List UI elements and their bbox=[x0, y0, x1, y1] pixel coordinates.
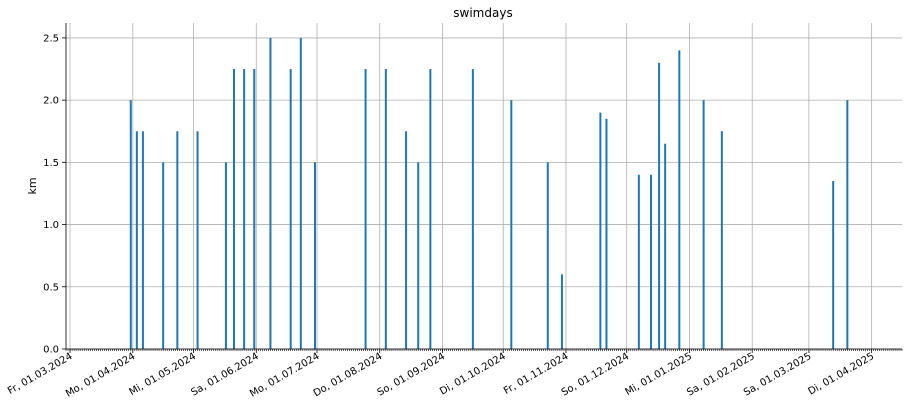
bar bbox=[176, 131, 179, 349]
x-tick-label: Mi, 01.05.2024 bbox=[128, 351, 198, 398]
bar bbox=[417, 162, 420, 349]
bar bbox=[269, 37, 272, 349]
bar bbox=[364, 69, 367, 349]
bar bbox=[405, 131, 408, 349]
bar bbox=[637, 174, 640, 349]
y-tick-label: 2.0 bbox=[43, 96, 59, 107]
bar bbox=[135, 131, 138, 349]
y-tick-label: 1.0 bbox=[43, 220, 59, 231]
y-axis-label: km bbox=[26, 177, 39, 194]
bar bbox=[299, 37, 302, 349]
bar bbox=[605, 118, 608, 349]
bar bbox=[141, 131, 144, 349]
bar bbox=[599, 112, 602, 349]
x-tick-label: Di, 01.10.2024 bbox=[438, 351, 508, 398]
bar bbox=[224, 162, 227, 349]
bar bbox=[649, 174, 652, 349]
bar bbox=[429, 69, 432, 349]
bar bbox=[289, 69, 292, 349]
x-tick-label: So, 01.09.2024 bbox=[376, 351, 447, 399]
x-tick-label: Mi, 01.01.2025 bbox=[623, 351, 693, 398]
bar bbox=[510, 100, 513, 349]
bar bbox=[546, 162, 549, 349]
y-tick-label: 0.0 bbox=[43, 345, 59, 356]
x-tick-label: Do, 01.08.2024 bbox=[312, 351, 385, 399]
bar bbox=[471, 69, 474, 349]
bar bbox=[384, 69, 387, 349]
bar bbox=[664, 143, 667, 349]
axes-layer bbox=[62, 23, 903, 353]
bar bbox=[846, 100, 849, 349]
bar bbox=[243, 69, 246, 349]
bar bbox=[560, 274, 563, 349]
bars-layer bbox=[129, 37, 849, 349]
bar bbox=[832, 181, 835, 349]
y-tick-label: 2.5 bbox=[43, 33, 59, 44]
y-tick-label: 0.5 bbox=[43, 282, 59, 293]
bar bbox=[129, 100, 132, 349]
bar bbox=[313, 162, 316, 349]
bar bbox=[720, 131, 723, 349]
bar bbox=[233, 69, 236, 349]
x-tick-label: So, 01.12.2024 bbox=[560, 351, 631, 399]
bar bbox=[162, 162, 165, 349]
bar bbox=[253, 69, 256, 349]
bar bbox=[658, 62, 661, 349]
bar bbox=[702, 100, 705, 349]
y-tick-label: 1.5 bbox=[43, 158, 59, 169]
x-tick-label: Mo, 01.04.2024 bbox=[64, 351, 137, 400]
grid-layer bbox=[66, 23, 902, 350]
chart-title: swimdays bbox=[453, 6, 512, 20]
bar bbox=[678, 50, 681, 349]
bar bbox=[196, 131, 199, 349]
x-tick-label: Di, 01.04.2025 bbox=[806, 351, 876, 398]
